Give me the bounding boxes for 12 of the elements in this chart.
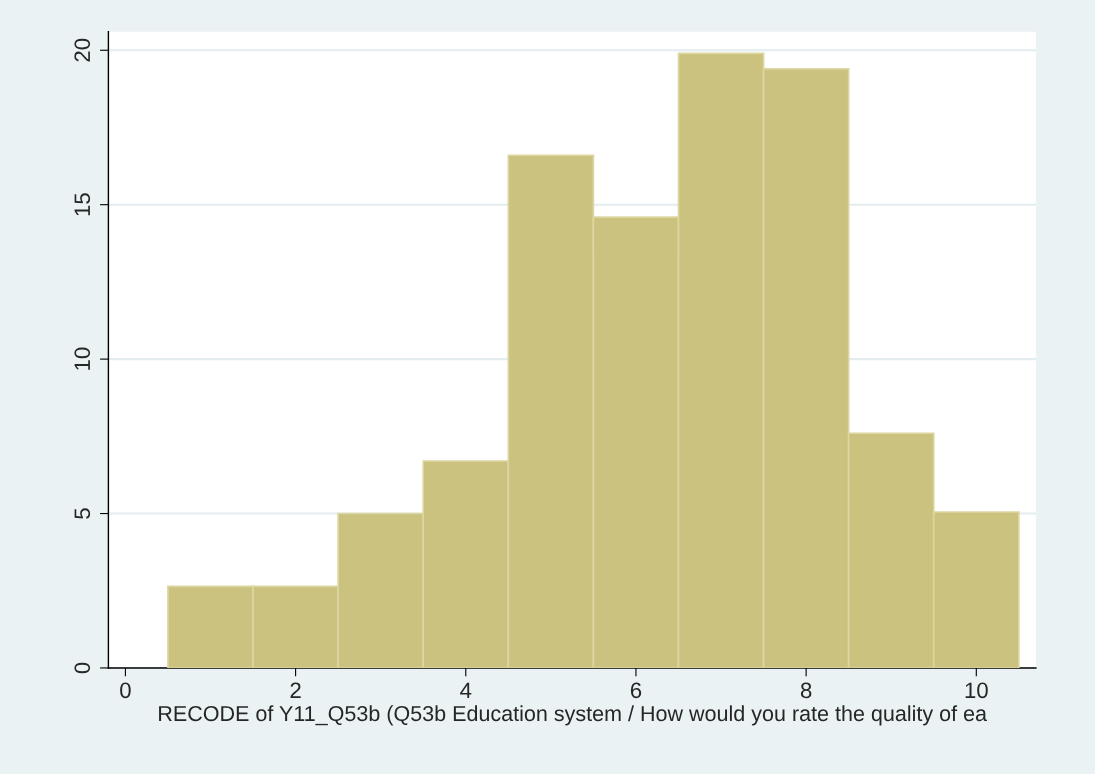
- x-tick-label: 10: [965, 682, 988, 699]
- x-tick-label: 8: [800, 682, 812, 699]
- x-tick-label: 6: [630, 682, 642, 699]
- y-tick-label: 20: [74, 38, 91, 62]
- y-tick-label: 0: [74, 662, 91, 674]
- x-tick-label: 2: [290, 682, 301, 698]
- y-tick-label: 5: [74, 508, 91, 519]
- y-tick-label: 10: [74, 347, 91, 370]
- y-tick-label: 15: [74, 193, 91, 216]
- x-axis-title: RECODE of Y11_Q53b (Q53b Education system / How would you rate the quality of ea: [159, 705, 987, 726]
- x-tick-label: 4: [460, 682, 472, 698]
- x-tick-label: 0: [120, 682, 131, 699]
